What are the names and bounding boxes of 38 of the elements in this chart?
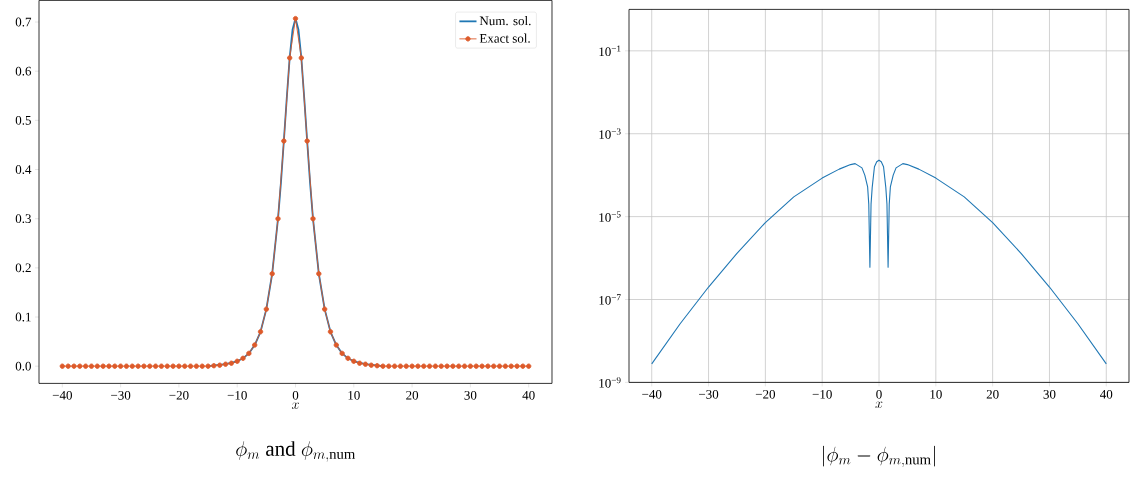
text: $|\phi_m - \phi_{m,\mathrm{num}}|$ xyxy=(823,445,935,467)
x-tick-label: 30 xyxy=(464,390,477,400)
x-tick-label: −30 xyxy=(699,389,719,399)
x-axis-title: $x$ xyxy=(291,402,299,409)
y-tick-label: 0.5 xyxy=(15,115,31,125)
y-tick-label: 0.3 xyxy=(15,214,31,223)
x-tick-label: −30 xyxy=(111,390,131,400)
x-tick-label: 20 xyxy=(986,389,999,399)
x-tick-label: 0 xyxy=(876,389,882,399)
x-tick-label: −10 xyxy=(227,390,247,400)
x-tick-label: 30 xyxy=(1043,389,1056,399)
y-tick-label: 0.4 xyxy=(15,164,32,174)
y-tick-label: 0.0 xyxy=(15,361,31,371)
x-tick-label: −20 xyxy=(755,389,776,399)
x-axis-title: $x$ xyxy=(875,401,883,408)
y-tick-label: 0.2 xyxy=(15,263,31,273)
y-tick-label: 0.7 xyxy=(15,17,32,27)
x-tick-label: 0 xyxy=(292,390,299,400)
y-tick-label: 10$^{−1}$ xyxy=(599,45,621,56)
x-tick-label: −10 xyxy=(812,389,832,399)
x-tick-label: 40 xyxy=(522,390,535,400)
x-tick-label: 40 xyxy=(1100,389,1113,399)
x-tick-label: −20 xyxy=(169,390,189,400)
x-tick-label: −40 xyxy=(642,389,662,399)
legend-label: Exact sol. xyxy=(479,33,530,43)
y-tick-label: 10$^{−3}$ xyxy=(599,128,621,139)
line-series xyxy=(651,159,1107,365)
y-tick-label: 0.1 xyxy=(15,312,31,322)
x-tick-label: 10 xyxy=(348,390,360,400)
text: $\phi_m \mbox{ and } \phi_{m,\mathrm{num}}$ xyxy=(236,440,356,462)
legend-label: Num. sol. xyxy=(479,15,531,26)
y-tick-label: 10$^{−5}$ xyxy=(599,211,621,222)
x-tick-label: 20 xyxy=(406,390,419,400)
y-tick-label: 0.6 xyxy=(15,66,32,76)
y-tick-label: 10$^{−9}$ xyxy=(599,376,621,388)
x-tick-label: −40 xyxy=(52,390,72,400)
y-tick-label: 10$^{−7}$ xyxy=(599,294,621,305)
x-tick-label: 10 xyxy=(930,389,942,399)
